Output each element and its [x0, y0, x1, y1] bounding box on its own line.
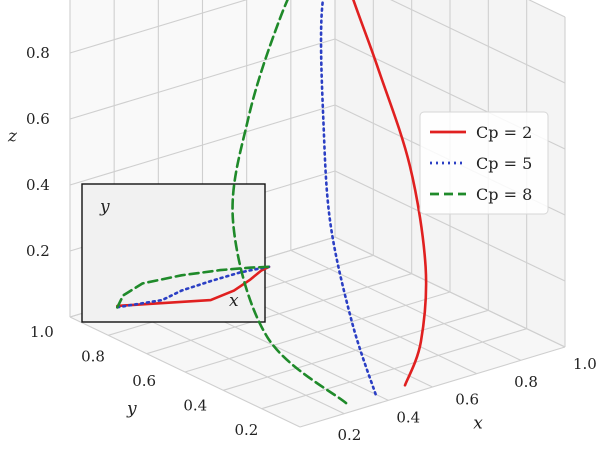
- y-tick-label: 0.8: [81, 347, 105, 365]
- inset-projection: yx: [81, 183, 271, 323]
- legend-label: Cp = 8: [476, 185, 532, 204]
- grid-line: [390, 0, 566, 84]
- chart-legend: Cp = 2 Cp = 5 Cp = 8: [419, 111, 549, 215]
- x-tick-label: 1.0: [573, 355, 597, 373]
- grid-line: [69, 0, 248, 54]
- grid-line: [69, 104, 336, 186]
- chart-series: [231, 0, 428, 405]
- z-tick-label: 0.6: [26, 110, 50, 128]
- chart-ticks: 0.2 0.4 0.6 0.8 1.0 1.0 0.8 0.6 0.4 0.2 0.2 0.4 0.6 0…: [7, 44, 597, 444]
- x-tick-label: 0.4: [396, 408, 420, 426]
- grid-line: [299, 346, 566, 428]
- grid-line: [223, 309, 489, 391]
- x-axis-label: x: [473, 414, 483, 434]
- series-line: [319, 0, 377, 396]
- inset-frame: [81, 183, 266, 323]
- y-tick-label: 1.0: [30, 323, 54, 341]
- grid-line: [69, 38, 336, 120]
- grid-line: [184, 291, 451, 373]
- legend-box: [419, 111, 549, 215]
- legend-label: Cp = 2: [476, 123, 532, 142]
- grid-line: [146, 273, 412, 355]
- grid-line: [261, 328, 527, 410]
- z-tick-label: 0.4: [26, 176, 50, 194]
- z-tick-label: 0.8: [26, 44, 50, 62]
- y-tick-label: 0.2: [234, 421, 258, 439]
- y-tick-label: 0.4: [183, 396, 207, 414]
- y-axis-label: y: [126, 399, 137, 419]
- inset-ylabel: y: [99, 197, 110, 217]
- y-tick-label: 0.6: [132, 372, 156, 390]
- inset-series-line: [116, 265, 271, 309]
- grid-line: [334, 170, 566, 282]
- x-tick-label: 0.6: [455, 391, 479, 409]
- legend-label: Cp = 5: [476, 154, 532, 173]
- series-line: [231, 0, 348, 405]
- series-line: [351, 0, 428, 387]
- z-axis-label: z: [7, 127, 18, 147]
- x-tick-label: 0.8: [514, 373, 538, 391]
- x-tick-label: 0.2: [337, 426, 361, 444]
- z-tick-label: 0.2: [26, 242, 50, 260]
- grid-line: [334, 236, 566, 348]
- inset-xlabel: x: [229, 291, 239, 311]
